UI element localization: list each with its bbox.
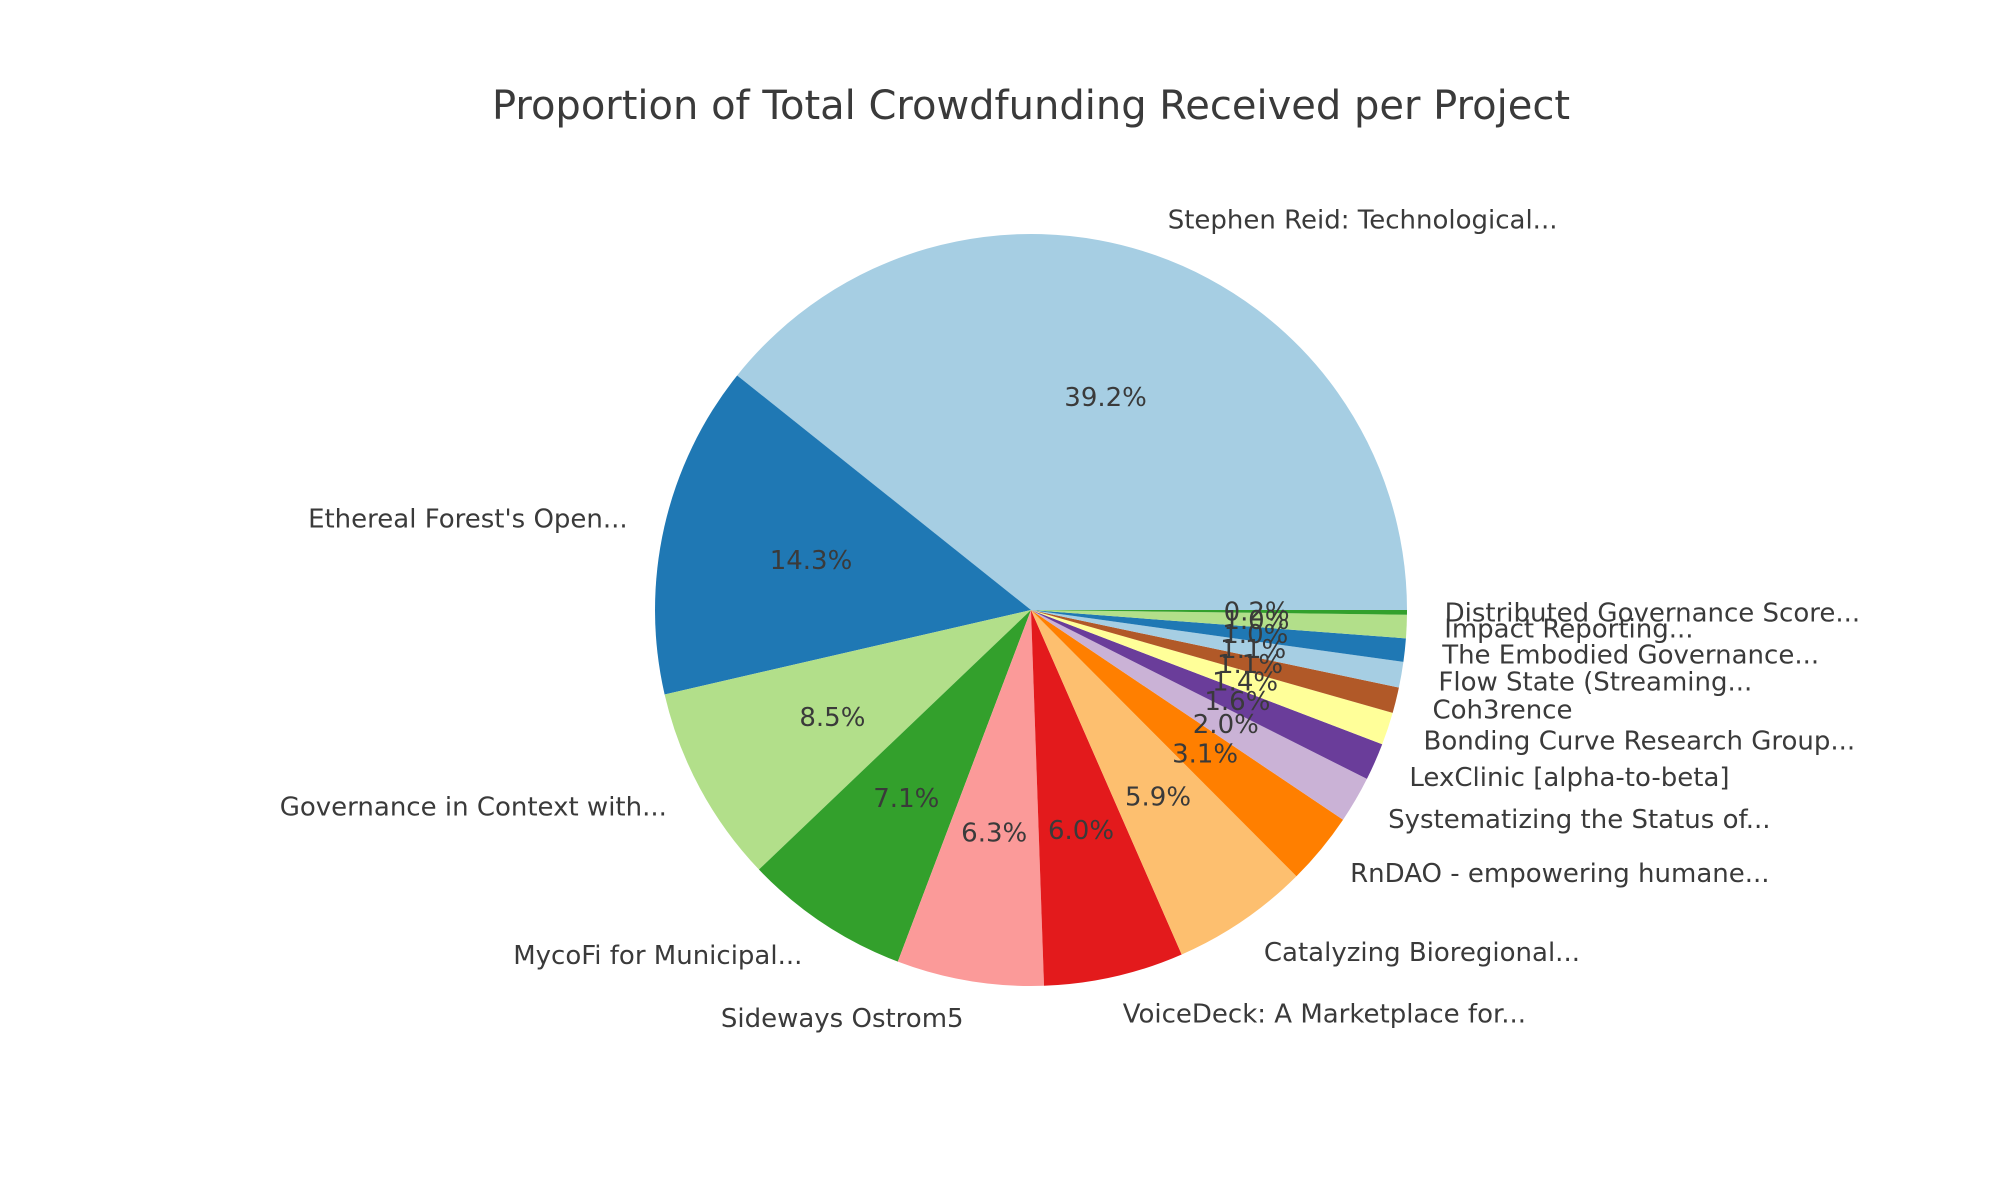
slice-pct-11: 1.1% [1217, 650, 1283, 680]
slice-pct-6: 5.9% [1125, 783, 1191, 813]
pie-slice-8 [1031, 610, 1367, 820]
slice-label-13: The Embodied Governance... [1441, 640, 1819, 670]
slice-pct-7: 3.1% [1172, 740, 1238, 770]
pie-slice-11 [1031, 610, 1399, 713]
slice-label-14: Impact Reporting... [1444, 614, 1693, 644]
slice-pct-8: 2.0% [1193, 710, 1259, 740]
slice-pct-15: 0.2% [1224, 598, 1290, 628]
slice-pct-3: 7.1% [873, 784, 939, 814]
slice-label-3: MycoFi for Municipal... [513, 941, 802, 971]
slice-pct-4: 6.3% [961, 819, 1027, 849]
pie-slice-5 [1031, 610, 1182, 986]
pie-slice-2 [664, 610, 1031, 870]
slice-label-10: Bonding Curve Research Group... [1424, 727, 1856, 757]
slice-label-7: RnDAO - empowering humane... [1350, 859, 1769, 889]
slice-pct-1: 14.3% [770, 546, 853, 576]
pie-slice-7 [1031, 610, 1344, 877]
slice-label-6: Catalyzing Bioregional... [1264, 938, 1580, 968]
slice-label-1: Ethereal Forest's Open... [308, 504, 628, 534]
pie-slice-10 [1031, 610, 1393, 745]
slice-label-12: Flow State (Streaming... [1438, 667, 1752, 697]
pie-slice-6 [1031, 610, 1297, 955]
pie-slice-15 [1031, 610, 1407, 615]
slice-label-4: Sideways Ostrom5 [721, 1004, 964, 1034]
slice-label-5: VoiceDeck: A Marketplace for... [1123, 999, 1526, 1029]
slice-label-0: Stephen Reid: Technological... [1168, 206, 1558, 236]
slice-pct-14: 1.0% [1223, 606, 1289, 636]
pie-slice-9 [1031, 610, 1383, 779]
pie-slice-0 [737, 234, 1407, 610]
slice-label-8: Systematizing the Status of... [1388, 805, 1770, 835]
slice-pct-10: 1.4% [1212, 667, 1278, 697]
slice-pct-13: 1.0% [1222, 620, 1288, 650]
slice-label-15: Distributed Governance Score... [1445, 599, 1861, 629]
pie-slice-1 [655, 375, 1031, 695]
pie-slice-3 [758, 610, 1031, 962]
pie-slice-14 [1031, 610, 1407, 639]
pie-slice-13 [1031, 610, 1406, 662]
slice-pct-5: 6.0% [1048, 816, 1114, 846]
slice-pct-2: 8.5% [799, 703, 865, 733]
slice-label-9: LexClinic [alpha-to-beta] [1409, 763, 1729, 793]
pie-slice-4 [897, 610, 1045, 986]
slice-label-2: Governance in Context with... [280, 792, 667, 822]
slice-label-11: Coh3rence [1433, 695, 1573, 725]
slice-pct-0: 39.2% [1064, 383, 1147, 413]
chart-title: Proportion of Total Crowdfunding Receive… [491, 83, 1571, 129]
slice-pct-9: 1.6% [1204, 687, 1270, 717]
pie-slice-12 [1031, 610, 1404, 688]
slice-pct-12: 1.1% [1220, 635, 1286, 665]
